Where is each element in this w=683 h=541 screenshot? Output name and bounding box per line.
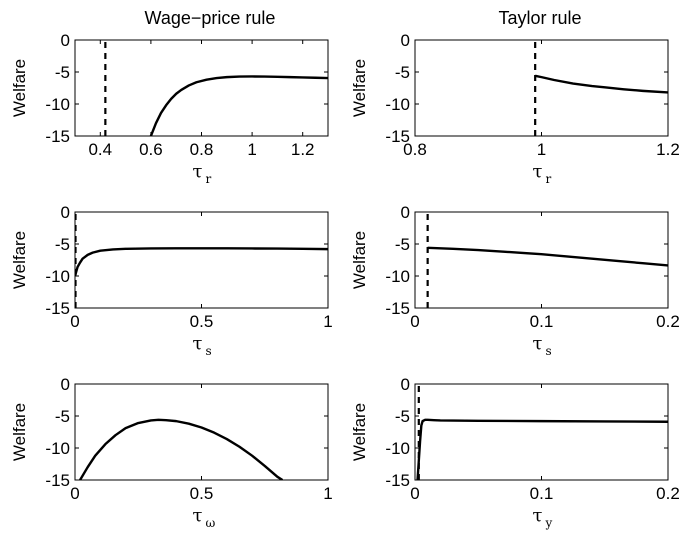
panel-5: 0 0.5 1 0 -5 -10 -15 Welfare τ ω [10,375,333,530]
panel-4: 0 0.1 0.2 0 -5 -10 -15 Welfare τ s [350,203,680,358]
panel-6: 0 0.1 0.2 0 -5 -10 -15 Welfare τ y [350,375,680,530]
y-axis-label: Welfare [350,403,369,461]
y-axis-label: Welfare [350,59,369,117]
y-tick-label: -10 [385,439,410,458]
x-axis-label: τ [533,161,543,182]
welfare-curve [416,418,668,480]
y-tick-label: 0 [61,203,70,222]
y-tick-label: 0 [61,375,70,394]
x-axis-label-subscript: s [546,344,552,358]
y-tick-label: -10 [45,267,70,286]
x-tick-label: 0 [410,312,419,331]
y-axis-label: Welfare [350,231,369,289]
x-tick-label: 0 [410,484,419,503]
x-tick-label: 1 [537,140,546,159]
x-axis-label-subscript: r [206,172,212,186]
x-tick-label: 0.4 [88,140,112,159]
y-tick-label: 0 [401,375,410,394]
column-title-taylor: Taylor rule [498,8,581,28]
x-tick-label: 1 [247,140,256,159]
y-axis-label: Welfare [10,231,29,289]
x-tick-label: 0.5 [190,312,214,331]
y-tick-label: 0 [401,31,410,50]
column-title-wage-price: Wage−price rule [145,8,276,28]
welfare-curve [149,75,328,136]
x-axis-label: τ [193,505,203,526]
x-axis-label-subscript: y [545,516,553,530]
y-tick-label: -5 [55,407,70,426]
y-tick-label: -5 [395,63,410,82]
y-tick-label: -15 [45,299,70,318]
x-tick-label: 0.5 [190,484,214,503]
x-tick-label: 0.8 [403,140,427,159]
welfare-curve [75,247,328,277]
panel-1: 0.4 0.6 0.8 1 1.2 0 -5 -10 -15 Welfare τ r [10,31,329,186]
y-tick-label: -15 [385,299,410,318]
axes-frame [414,211,669,309]
y-axis-label: Welfare [10,59,29,117]
y-tick-label: -15 [385,127,410,146]
x-tick-label: 0.2 [656,312,680,331]
x-tick-label: 0 [70,484,79,503]
axes-frame [74,383,329,481]
x-tick-label: 0.1 [530,484,554,503]
y-tick-label: -10 [385,95,410,114]
y-tick-label: 0 [61,31,70,50]
y-tick-label: -10 [385,267,410,286]
y-tick-label: 0 [401,203,410,222]
x-tick-label: 0.8 [190,140,214,159]
y-tick-label: -5 [55,235,70,254]
x-axis-label-subscript: s [206,344,212,358]
y-tick-label: -15 [45,127,70,146]
x-axis-label: τ [533,505,543,526]
axes-frame [74,39,329,137]
axes-frame [414,383,669,481]
y-tick-label: -5 [395,235,410,254]
x-tick-label: 0.6 [139,140,163,159]
x-tick-label: 1.2 [291,140,315,159]
y-tick-label: -10 [45,95,70,114]
x-axis-label-subscript: r [546,172,552,186]
x-axis-label: τ [193,333,203,354]
x-axis-label-subscript: ω [206,516,216,530]
axes-frame [414,39,669,137]
x-tick-label: 0 [70,312,79,331]
x-tick-label: 1.2 [656,140,680,159]
welfare-curve [79,418,284,480]
panel-2: 0.8 1 1.2 0 -5 -10 -15 Welfare τ r [350,31,680,186]
y-tick-label: -5 [55,63,70,82]
y-axis-label: Welfare [10,403,29,461]
panel-3: 0 0.5 1 0 -5 -10 -15 Welfare τ s [10,203,333,358]
x-axis-label: τ [193,161,203,182]
welfare-curve [427,246,668,267]
x-tick-label: 1 [323,312,332,331]
x-tick-label: 0.2 [656,484,680,503]
y-tick-label: -15 [385,471,410,490]
x-axis-label: τ [533,333,543,354]
welfare-curve [534,74,668,94]
y-tick-label: -15 [45,471,70,490]
x-tick-label: 0.1 [530,312,554,331]
y-tick-label: -5 [395,407,410,426]
x-tick-label: 1 [323,484,332,503]
axes-frame [74,211,329,309]
y-tick-label: -10 [45,439,70,458]
